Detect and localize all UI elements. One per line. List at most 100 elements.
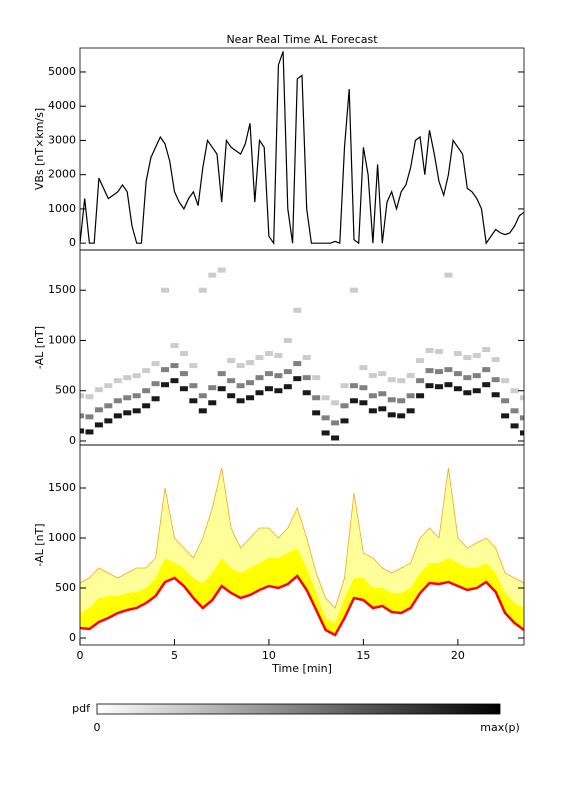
pdf-cell [331, 420, 340, 426]
pdf-cell [501, 398, 510, 404]
pdf-cell [425, 368, 434, 374]
pdf-cell [236, 398, 245, 404]
y-tick-label: 500 [55, 384, 76, 397]
x-tick-label: 20 [451, 649, 465, 662]
pdf-cell [321, 415, 330, 421]
pdf-cell [425, 348, 434, 354]
pdf-cell [510, 408, 519, 414]
pdf-cell [463, 355, 472, 361]
pdf-cell [170, 363, 179, 369]
pdf-cell [425, 383, 434, 389]
pdf-cell [463, 390, 472, 396]
pdf-cell [387, 412, 396, 418]
pdf-cell [217, 267, 226, 273]
inner-band [80, 548, 524, 635]
pdf-cell [359, 400, 368, 406]
y-tick-label: 1500 [48, 283, 76, 296]
pdf-cell [349, 398, 358, 404]
pdf-cell [246, 360, 255, 366]
y-tick-label: 1000 [48, 531, 76, 544]
y-tick-label: 0 [69, 631, 76, 644]
pdf-cell [463, 375, 472, 381]
pdf-cell [501, 378, 510, 384]
median-line [80, 574, 524, 637]
pdf-cell [378, 406, 387, 412]
pdf-cell [189, 398, 198, 404]
pdf-cell [142, 368, 151, 374]
pdf-cell [283, 384, 292, 390]
pdf-cell [227, 393, 236, 399]
pdf-cell [510, 388, 519, 394]
pdf-cell [331, 435, 340, 441]
pdf-cell [491, 392, 500, 398]
pdf-cell [161, 367, 170, 373]
pdf-cell [397, 398, 406, 404]
pdf-cell [321, 430, 330, 436]
pdf-cell [94, 407, 103, 413]
pdf-cell [161, 287, 170, 293]
pdf-cell [80, 413, 84, 419]
pdf-cell [397, 378, 406, 384]
x-tick-label: 5 [171, 649, 178, 662]
pdf-cell [189, 383, 198, 389]
pdf-cell [104, 418, 113, 424]
x-tick-label: 0 [77, 649, 84, 662]
pdf-cell [123, 375, 132, 381]
pdf-cell [472, 388, 481, 394]
pdf-cell [312, 410, 321, 416]
pdf-cell [321, 395, 330, 401]
y-axis-label: -AL [nT] [33, 326, 46, 369]
y-tick-label: 1500 [48, 481, 76, 494]
pdf-cell [274, 388, 283, 394]
pdf-cell [472, 353, 481, 359]
pdf-cell [113, 398, 122, 404]
pdf-cell [208, 400, 217, 406]
pdf-cell [349, 287, 358, 293]
pdf-cell [198, 408, 207, 414]
colorbar-label: pdf [72, 702, 91, 715]
pdf-cell [491, 377, 500, 383]
pdf-cell [472, 373, 481, 379]
pdf-cell [132, 393, 141, 399]
pdf-cell [85, 429, 94, 435]
pdf-cell [189, 363, 198, 369]
pdf-cell [179, 371, 188, 377]
pdf-cell [94, 387, 103, 393]
pdf-cell [236, 383, 245, 389]
plot-frame [79, 444, 525, 646]
pdf-cell [142, 388, 151, 394]
pdf-cell [368, 373, 377, 379]
pdf-cell [179, 351, 188, 357]
pdf-cell [482, 367, 491, 373]
pdf-cell [132, 373, 141, 379]
pdf-cell [312, 395, 321, 401]
pdf-cell [255, 375, 264, 381]
pdf-cell [208, 272, 217, 278]
y-tick-label: 1000 [48, 202, 76, 215]
pdf-cell [227, 358, 236, 364]
pdf-cell [444, 382, 453, 388]
pdf-cell [198, 393, 207, 399]
pdf-cell [302, 355, 311, 361]
pdf-cell [170, 378, 179, 384]
pdf-cell [104, 403, 113, 409]
pdf-cell [255, 390, 264, 396]
pdf-cell [151, 396, 160, 402]
y-tick-label: 5000 [48, 65, 76, 78]
pdf-cell [434, 369, 443, 375]
pdf-cell [368, 408, 377, 414]
y-tick-label: 1000 [48, 333, 76, 346]
colorbar-min: 0 [94, 721, 101, 734]
pdf-cell [340, 403, 349, 409]
pdf-cell [208, 385, 217, 391]
pdf-cell [416, 378, 425, 384]
pdf-cell [349, 383, 358, 389]
pdf-cell [293, 361, 302, 367]
pdf-cell [264, 386, 273, 392]
pdf-cell [142, 403, 151, 409]
pdf-cell [359, 365, 368, 371]
pdf-cell [246, 395, 255, 401]
pdf-cell [217, 371, 226, 377]
x-tick-label: 10 [262, 649, 276, 662]
